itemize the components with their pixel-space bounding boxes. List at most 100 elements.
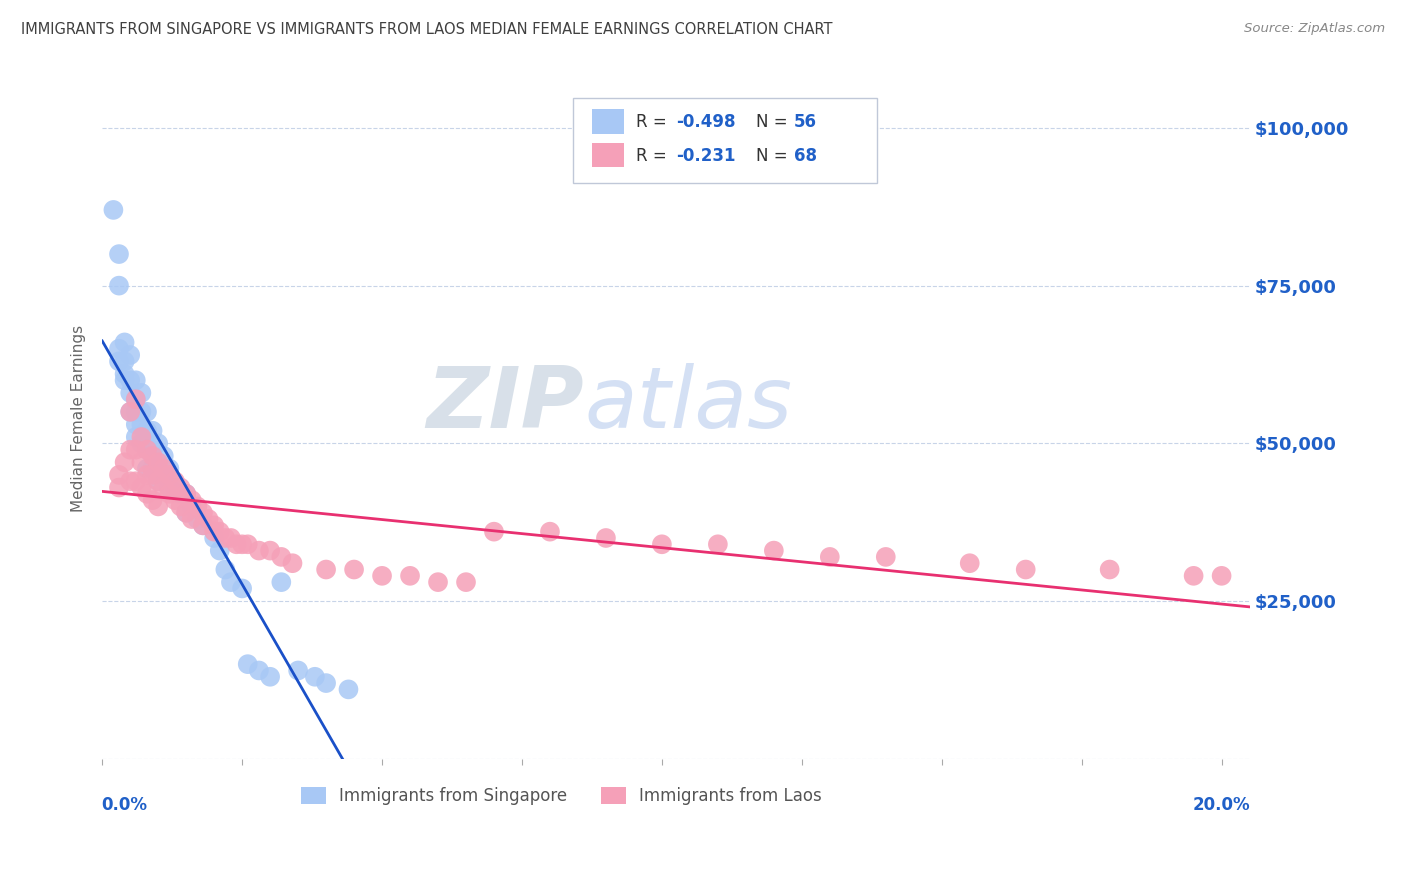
Text: -0.231: -0.231 [676, 147, 735, 165]
Point [818, 549, 841, 564]
Point [707, 537, 730, 551]
Text: R =: R = [636, 112, 672, 131]
Point [157, 461, 180, 475]
Point [131, 385, 153, 400]
Point [163, 493, 186, 508]
Point [191, 518, 214, 533]
Point [108, 342, 131, 356]
Point [225, 537, 247, 551]
Point [163, 481, 186, 495]
Point [108, 481, 131, 495]
Point [959, 556, 981, 570]
Text: atlas: atlas [583, 363, 792, 446]
Point [120, 405, 142, 419]
Point [337, 682, 360, 697]
Point [231, 582, 253, 596]
Point [157, 467, 180, 482]
Text: R =: R = [636, 147, 672, 165]
Point [125, 417, 148, 432]
Point [142, 461, 165, 475]
Point [214, 562, 236, 576]
Point [399, 569, 422, 583]
Point [482, 524, 505, 539]
Point [371, 569, 394, 583]
Point [875, 549, 897, 564]
Point [202, 518, 225, 533]
Point [136, 467, 159, 482]
Point [131, 436, 153, 450]
Point [259, 543, 281, 558]
Point [163, 474, 186, 488]
Point [131, 455, 153, 469]
Point [114, 373, 136, 387]
Point [174, 487, 197, 501]
Point [270, 549, 292, 564]
Point [186, 512, 208, 526]
Point [125, 392, 148, 407]
Point [120, 474, 142, 488]
Point [152, 461, 174, 475]
Point [180, 512, 202, 526]
Point [427, 575, 450, 590]
Point [125, 373, 148, 387]
Point [595, 531, 617, 545]
Point [136, 487, 159, 501]
Point [186, 500, 208, 514]
Point [157, 481, 180, 495]
FancyBboxPatch shape [592, 143, 624, 168]
Point [343, 562, 366, 576]
Point [148, 455, 170, 469]
Point [114, 354, 136, 368]
Point [142, 442, 165, 457]
Point [1182, 569, 1205, 583]
Point [1098, 562, 1121, 576]
Point [231, 537, 253, 551]
Point [148, 474, 170, 488]
Point [136, 405, 159, 419]
Point [152, 467, 174, 482]
Point [236, 657, 259, 672]
Point [142, 424, 165, 438]
Point [152, 449, 174, 463]
Text: IMMIGRANTS FROM SINGAPORE VS IMMIGRANTS FROM LAOS MEDIAN FEMALE EARNINGS CORRELA: IMMIGRANTS FROM SINGAPORE VS IMMIGRANTS … [21, 22, 832, 37]
Point [114, 335, 136, 350]
Text: ZIP: ZIP [426, 363, 583, 446]
Point [148, 455, 170, 469]
Point [454, 575, 477, 590]
Point [148, 436, 170, 450]
Point [103, 202, 125, 217]
Point [136, 424, 159, 438]
Point [125, 430, 148, 444]
Point [120, 373, 142, 387]
Point [174, 506, 197, 520]
Point [108, 354, 131, 368]
Text: 56: 56 [794, 112, 817, 131]
Point [131, 417, 153, 432]
Point [191, 506, 214, 520]
Point [125, 392, 148, 407]
Point [202, 531, 225, 545]
Point [136, 442, 159, 457]
Point [214, 531, 236, 545]
Point [157, 487, 180, 501]
Point [120, 348, 142, 362]
Point [142, 449, 165, 463]
Text: N =: N = [756, 112, 793, 131]
Point [125, 474, 148, 488]
Point [1015, 562, 1038, 576]
Point [131, 481, 153, 495]
Point [180, 500, 202, 514]
Point [219, 531, 242, 545]
Point [219, 575, 242, 590]
Point [169, 481, 191, 495]
Point [114, 455, 136, 469]
Text: 20.0%: 20.0% [1194, 797, 1251, 814]
Text: 0.0%: 0.0% [101, 797, 148, 814]
Point [125, 442, 148, 457]
Point [247, 664, 270, 678]
Point [148, 474, 170, 488]
Point [191, 518, 214, 533]
Point [169, 500, 191, 514]
Point [762, 543, 785, 558]
Point [315, 676, 337, 690]
